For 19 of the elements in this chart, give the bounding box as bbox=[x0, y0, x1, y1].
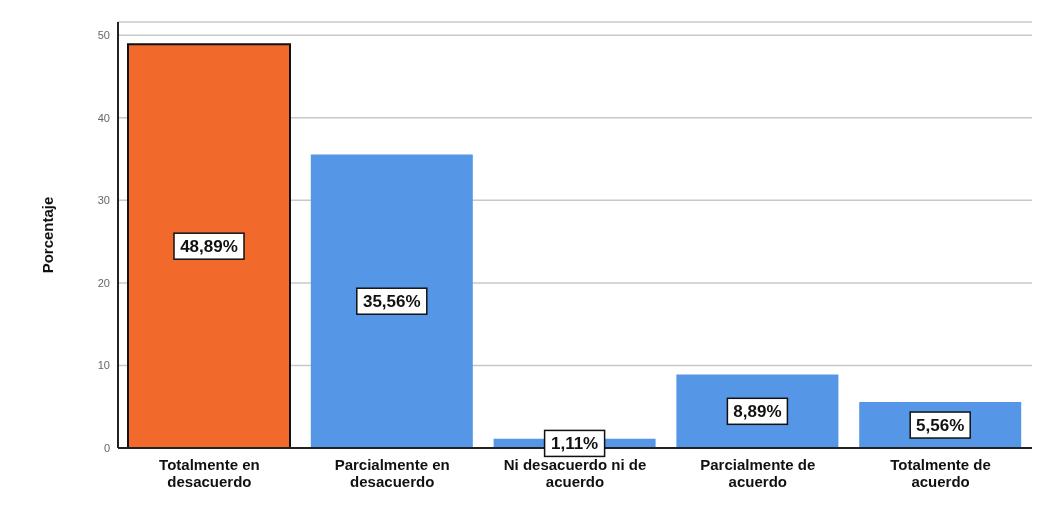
data-label: 8,89% bbox=[733, 402, 782, 422]
y-tick-label: 50 bbox=[97, 29, 110, 42]
y-tick-label: 30 bbox=[97, 194, 110, 207]
x-tick-label: Parcialmente de acuerdo bbox=[700, 456, 816, 490]
data-label: 1,11% bbox=[550, 434, 599, 454]
x-tick-label: Ni desacuerdo ni de acuerdo bbox=[503, 456, 647, 490]
bar bbox=[127, 43, 291, 448]
data-label: 48,89% bbox=[180, 237, 238, 257]
y-tick-label: 40 bbox=[97, 111, 110, 124]
y-tick-label: 20 bbox=[97, 276, 110, 289]
x-tick-label: Totalmente de acuerdo bbox=[890, 456, 991, 490]
data-label: 5,56% bbox=[916, 416, 965, 436]
y-axis-title: Porcentaje bbox=[39, 196, 57, 274]
y-tick-label: 10 bbox=[97, 359, 110, 372]
data-label: 35,56% bbox=[362, 292, 421, 312]
x-tick-label: Parcialmente en desacuerdo bbox=[334, 456, 450, 490]
y-tick-label: 0 bbox=[103, 441, 110, 454]
x-tick-label: Totalmente en desacuerdo bbox=[159, 456, 260, 490]
bar bbox=[310, 154, 473, 448]
